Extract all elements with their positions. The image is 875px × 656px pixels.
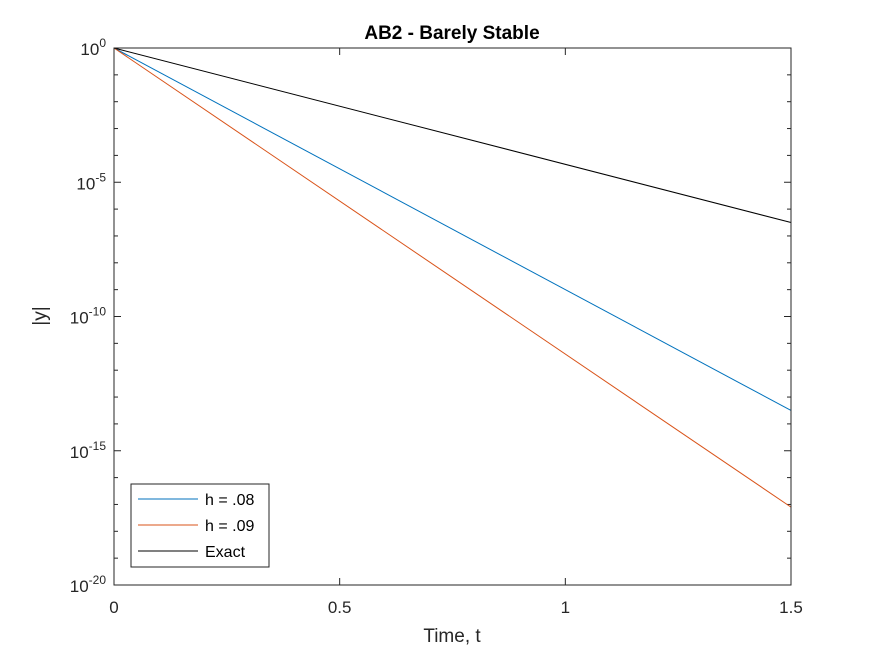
legend: h = .08 h = .09 Exact [130, 483, 270, 568]
plot-frame [113, 47, 792, 586]
y-tick-label: 100 [80, 36, 106, 59]
y-tick-label: 10-10 [70, 305, 107, 328]
y-tick-label: 10-20 [70, 573, 107, 596]
x-tick-label: 1.5 [779, 598, 803, 617]
y-axis-label: |y| [30, 306, 51, 325]
x-tick-label: 0 [109, 598, 118, 617]
chart-title: AB2 - Barely Stable [364, 23, 539, 44]
series-lines [113, 47, 792, 508]
x-tick-label: 1 [561, 598, 570, 617]
x-tick-labels: 0 0.5 1 1.5 [109, 598, 803, 617]
y-tick-label: 10-15 [70, 439, 107, 462]
series-line-h08 [113, 47, 792, 411]
y-tick-labels: 100 10-5 10-10 10-15 10-20 [70, 36, 107, 596]
legend-label-exact: Exact [205, 544, 246, 561]
legend-label-h09: h = .09 [205, 518, 254, 535]
x-axis-label: Time, t [423, 626, 481, 647]
x-tick-label: 0.5 [328, 598, 352, 617]
series-line-h09 [113, 47, 792, 508]
legend-label-h08: h = .08 [205, 492, 254, 509]
series-line-exact [113, 47, 792, 224]
y-tick-label: 10-5 [76, 170, 106, 193]
